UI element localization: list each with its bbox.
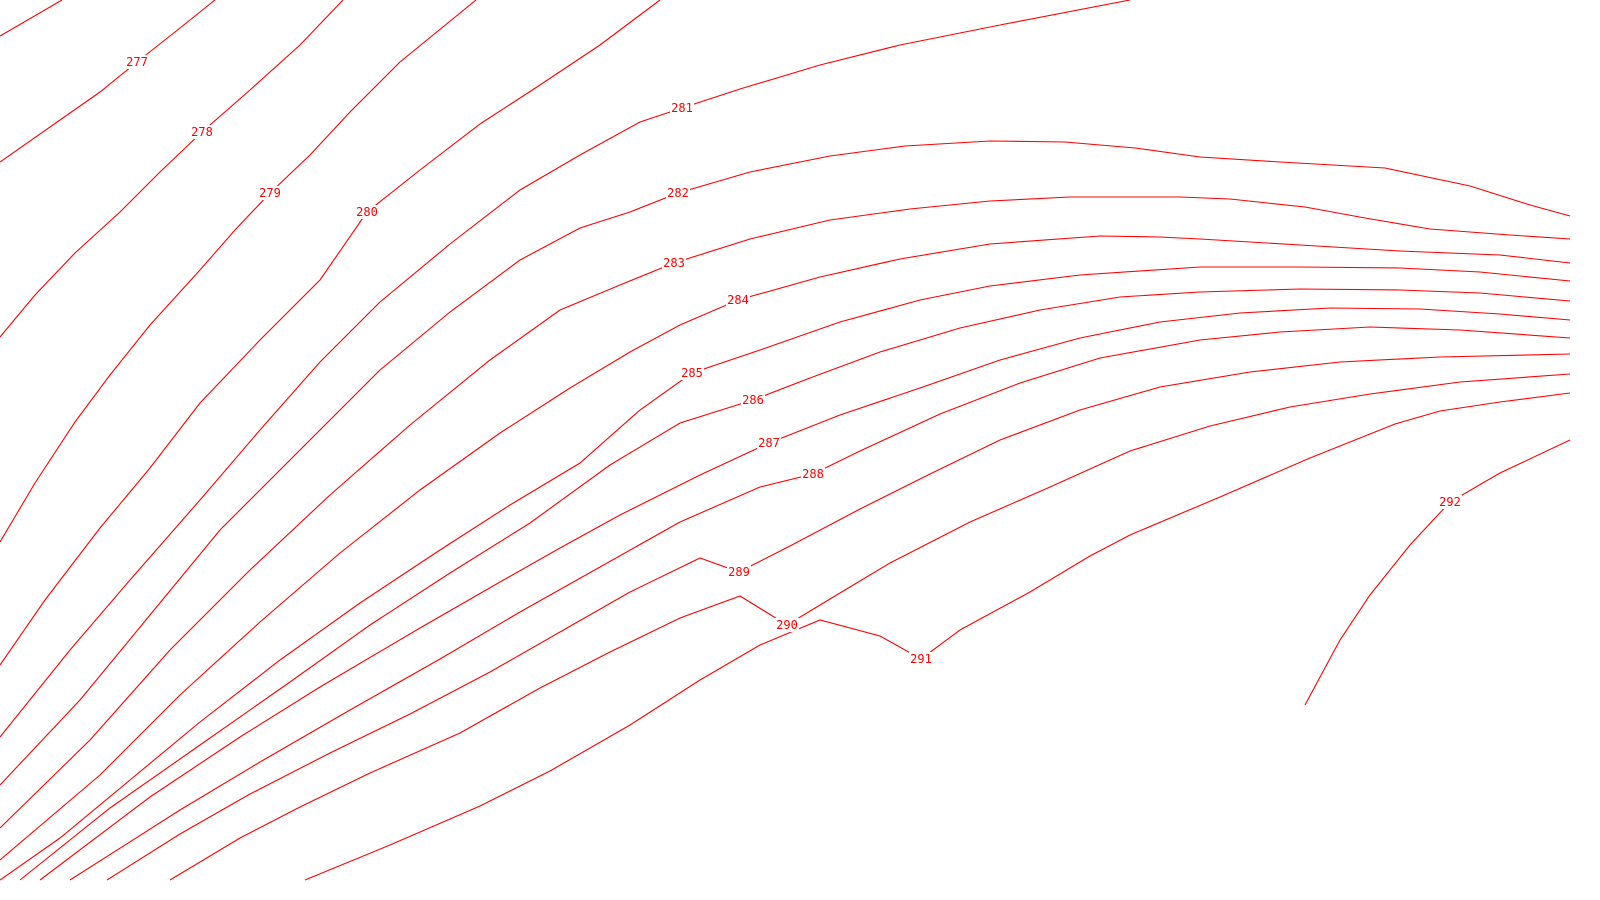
contour-labels: 277 278 279 280 281 282 283 284 285 286 287 288 289 2… <box>125 55 1462 666</box>
contour-line-276 <box>0 0 63 37</box>
contour-label-bg <box>666 186 690 200</box>
contour-line-278 <box>0 0 344 338</box>
contour-line-285 <box>0 266 1571 881</box>
contour-line-277 <box>0 0 216 163</box>
contour-label-285: 285 <box>681 366 703 380</box>
contour-label-bg <box>670 101 694 115</box>
contour-line-282 <box>0 140 1571 786</box>
contour-line-283 <box>0 196 1571 829</box>
contour-line-291 <box>304 392 1571 881</box>
contour-label-287: 287 <box>758 436 780 450</box>
contour-line-292 <box>1304 439 1571 706</box>
contour-label-bg <box>125 55 149 69</box>
contour-label-291: 291 <box>910 652 932 666</box>
contour-line-280 <box>0 0 661 666</box>
contour-label-280: 280 <box>356 205 378 219</box>
contour-label-278: 278 <box>191 125 213 139</box>
contour-label-bg <box>757 436 781 450</box>
contour-label-bg <box>741 393 765 407</box>
contour-line-281 <box>0 0 1131 738</box>
contour-lines <box>0 0 1571 881</box>
contour-line-289 <box>106 353 1571 881</box>
contour-label-bg <box>727 565 751 579</box>
contour-line-288 <box>69 326 1571 881</box>
contour-line-287 <box>39 307 1571 881</box>
contour-label-290: 290 <box>776 618 798 632</box>
contour-label-284: 284 <box>727 293 749 307</box>
contour-label-288: 288 <box>802 467 824 481</box>
contour-label-bg <box>680 366 704 380</box>
contour-label-bg <box>258 186 282 200</box>
contour-label-bg <box>662 256 686 270</box>
contour-label-bg <box>1438 495 1462 509</box>
contour-line-290 <box>169 373 1571 881</box>
contour-label-281: 281 <box>671 101 693 115</box>
contour-label-bg <box>190 125 214 139</box>
contour-label-286: 286 <box>742 393 764 407</box>
contour-label-292: 292 <box>1439 495 1461 509</box>
contour-line-286 <box>19 288 1571 881</box>
contour-line-279 <box>0 0 477 543</box>
contour-label-bg <box>801 467 825 481</box>
contour-label-bg <box>909 652 933 666</box>
contour-label-283: 283 <box>663 256 685 270</box>
contour-label-bg <box>355 205 379 219</box>
contour-label-289: 289 <box>728 565 750 579</box>
contour-label-282: 282 <box>667 186 689 200</box>
contour-label-279: 279 <box>259 186 281 200</box>
contour-label-bg <box>726 293 750 307</box>
contour-label-277: 277 <box>126 55 148 69</box>
contour-label-bg <box>775 618 799 632</box>
